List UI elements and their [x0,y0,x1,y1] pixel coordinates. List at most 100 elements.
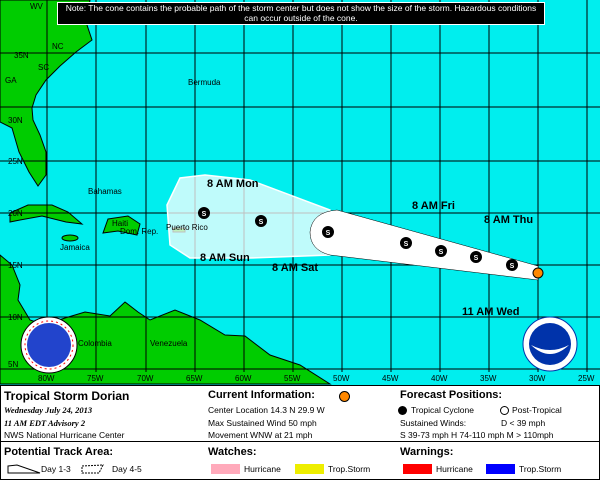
hurricane-watch-label: Hurricane [244,464,281,474]
forecast-point-type: S [510,263,515,270]
forecast-point-type: S [404,241,409,248]
tropical-cyclone-label: Tropical Cyclone [411,405,474,415]
cone-day-1-3 [309,209,539,281]
track-area-title: Potential Track Area: [4,446,114,458]
forecast-point [400,237,412,249]
current-position-marker [532,267,544,279]
lat-label: 30N [8,116,23,125]
hurricane-watch-swatch [211,464,240,474]
day45-label: Day 4-5 [112,464,142,474]
day13-label: Day 1-3 [41,464,71,474]
lat-label: 15N [8,261,23,270]
intensity-defs: S 39-73 mph H 74-110 mph M > 110mph [400,430,554,440]
label-bahamas: Bahamas [88,187,122,196]
sustained-winds-label: Sustained Winds: [400,418,467,428]
current-position-icon [339,391,350,402]
label-8am-fri: 8 AM Fri [412,200,455,212]
forecast-point [470,251,482,263]
cuba [9,204,84,225]
lon-label: 60W [235,374,252,383]
agency: NWS National Hurricane Center [4,430,125,440]
tropical-cyclone-icon [398,406,407,415]
lon-label: 35W [480,374,497,383]
lat-label: 25N [8,157,23,166]
warnings-title: Warnings: [400,446,454,458]
lon-label: 70W [137,374,154,383]
lon-label: 30W [529,374,546,383]
legend-divider [1,441,599,442]
forecast-point-type: S [259,219,264,226]
hurricane-warning-label: Hurricane [436,464,473,474]
lon-label: 55W [284,374,301,383]
hurricane-warning-swatch [403,464,432,474]
forecast-point-type: S [474,255,479,262]
lon-label: 45W [382,374,399,383]
post-tropical-label: Post-Tropical [512,405,562,415]
label-colombia: Colombia [78,339,112,348]
label-jamaica: Jamaica [60,243,90,252]
movement: Movement WNW at 21 mph [208,430,313,440]
lat-label: 5N [8,360,19,369]
label-8am-sat: 8 AM Sat [272,262,319,274]
forecast-point [322,226,334,238]
nws-logo [20,316,78,374]
day45-cone-icon [81,464,104,474]
forecast-title: Forecast Positions: [400,389,503,401]
depression-def: D < 39 mph [501,418,546,428]
lat-label: 35N [14,51,29,60]
center-location: Center Location 14.3 N 29.9 W [208,405,325,415]
forecast-point-type: S [202,211,207,218]
label-ga: GA [5,76,17,85]
forecast-point [435,245,447,257]
advisory-date: Wednesday July 24, 2013 [4,405,93,415]
forecast-point-type: S [439,249,444,256]
lon-label: 80W [38,374,55,383]
ts-warning-swatch [486,464,515,474]
label-haiti: Haiti [112,219,129,228]
lon-label: 65W [186,374,203,383]
label-8am-mon: 8 AM Mon [207,178,259,190]
label-nc: NC [52,42,64,51]
label-bermuda: Bermuda [188,78,221,87]
label-wv: WV [30,2,43,11]
lon-label: 50W [333,374,350,383]
noaa-logo [522,316,578,372]
forecast-point [506,259,518,271]
lat-label: 20N [8,209,23,218]
label-dom-rep: Dom. Rep. [120,227,159,236]
ts-watch-swatch [295,464,324,474]
advisory-number: 11 AM EDT Advisory 2 [4,418,86,428]
lon-label: 40W [431,374,448,383]
hispaniola [102,215,141,236]
post-tropical-icon [500,406,509,415]
cone-note: Note: The cone contains the probable pat… [57,2,545,25]
map-canvas: S S S S S S S [0,0,600,385]
forecast-point [198,207,210,219]
lon-label: 25W [578,374,595,383]
us-east-coast [0,0,93,187]
day13-cone-icon [7,464,41,474]
current-info-title: Current Information: [208,389,315,401]
label-puerto-rico: Puerto Rico [166,223,208,232]
label-venezuela: Venezuela [150,339,188,348]
storm-track-map: S S S S S S S Note: The cone contains the prob… [0,0,600,385]
forecast-point-type: S [326,230,331,237]
lat-label: 10N [8,313,23,322]
label-sc: SC [38,63,50,72]
jamaica [61,234,79,242]
storm-name: Tropical Storm Dorian [4,389,130,403]
watches-title: Watches: [208,446,257,458]
label-8am-sun: 8 AM Sun [200,252,250,264]
label-11am-wed: 11 AM Wed [462,306,520,318]
south-central-america [0,254,332,385]
legend-panel: Tropical Storm Dorian Wednesday July 24,… [0,385,600,480]
land [0,0,332,385]
forecast-point [255,215,267,227]
lat-lon-grid [0,0,600,372]
ts-warning-label: Trop.Storm [519,464,562,474]
ts-watch-label: Trop.Storm [328,464,371,474]
max-wind: Max Sustained Wind 50 mph [208,418,317,428]
lon-label: 75W [87,374,104,383]
label-8am-thu: 8 AM Thu [484,214,534,226]
track-points: S S S S S S S [198,207,544,279]
